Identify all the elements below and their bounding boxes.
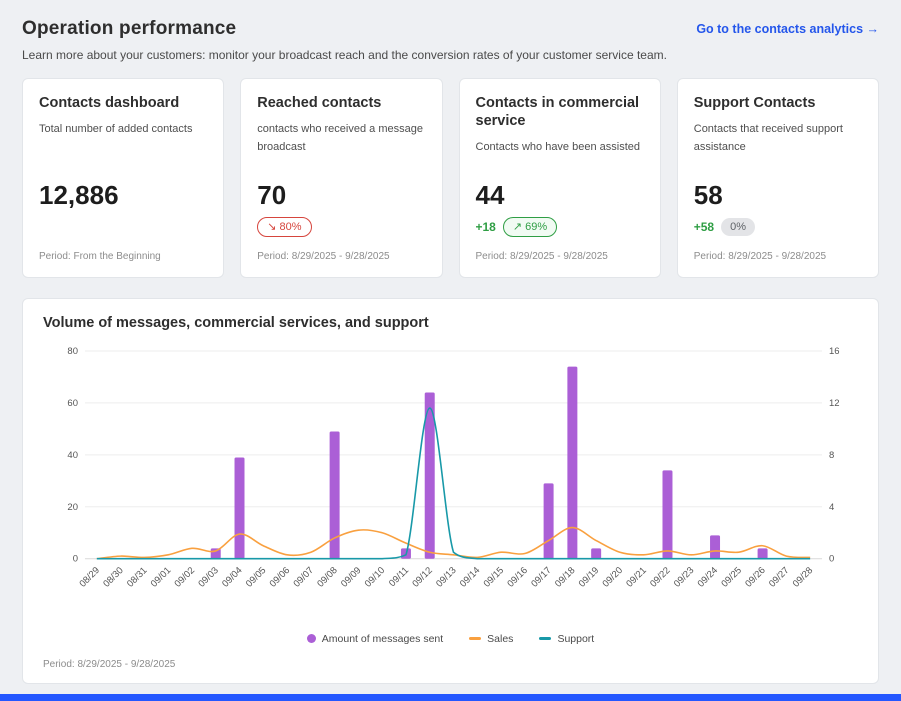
bottom-accent-bar xyxy=(0,694,901,701)
svg-text:09/21: 09/21 xyxy=(624,565,649,590)
svg-text:09/10: 09/10 xyxy=(363,565,388,590)
card-title: Contacts in commercial service xyxy=(475,95,640,130)
badge-row: +18 ↗ 69% xyxy=(476,216,644,238)
svg-text:09/18: 09/18 xyxy=(553,565,578,590)
card-description: Total number of added contacts xyxy=(39,123,193,136)
badge-row: ↘ 80% xyxy=(257,216,425,238)
svg-text:09/04: 09/04 xyxy=(220,565,245,590)
svg-text:08/31: 08/31 xyxy=(125,565,150,590)
svg-text:09/20: 09/20 xyxy=(601,565,626,590)
badge-row xyxy=(39,216,207,238)
svg-text:09/14: 09/14 xyxy=(458,565,483,590)
svg-text:20: 20 xyxy=(67,502,78,513)
card-period-footer: Period: 8/29/2025 - 9/28/2025 xyxy=(257,251,390,262)
card-description: Contacts that received support assistanc… xyxy=(693,123,843,153)
legend-item-messages[interactable]: Amount of messages sent xyxy=(306,632,444,645)
contacts-analytics-link[interactable]: Go to the contacts analytics → xyxy=(696,22,879,36)
card-description: Contacts who have been assisted xyxy=(475,141,641,154)
card-title: Support Contacts xyxy=(693,95,816,111)
card-value: 12,886 xyxy=(39,180,119,211)
svg-text:09/23: 09/23 xyxy=(672,565,697,590)
stat-card-support-contacts: Support Contacts Contacts that received … xyxy=(676,78,879,278)
card-value: 70 xyxy=(257,180,287,211)
stat-card-commercial-service: Contacts in commercial service Contacts … xyxy=(458,78,661,278)
svg-text:80: 80 xyxy=(67,346,78,357)
chart-period-footer: Period: 8/29/2025 - 9/28/2025 xyxy=(43,658,176,670)
legend-item-support[interactable]: Support xyxy=(539,633,594,645)
card-value: 44 xyxy=(475,180,505,211)
svg-text:09/09: 09/09 xyxy=(339,565,364,590)
svg-text:09/24: 09/24 xyxy=(696,565,721,590)
stat-card-contacts-dashboard: Contacts dashboard Total number of added… xyxy=(22,78,225,278)
svg-text:8: 8 xyxy=(829,450,834,461)
operation-performance-page: Operation performance Go to the contacts… xyxy=(22,18,879,684)
card-title: Contacts dashboard xyxy=(39,95,180,111)
positive-trend-badge: ↗ 69% xyxy=(502,216,558,238)
svg-text:40: 40 xyxy=(67,450,78,461)
svg-text:08/29: 08/29 xyxy=(77,565,102,590)
svg-text:09/03: 09/03 xyxy=(196,565,221,590)
svg-text:08/30: 08/30 xyxy=(101,565,126,590)
delta-value: +18 xyxy=(475,220,496,234)
sales-series-marker-icon xyxy=(469,637,482,641)
delta-value: +58 xyxy=(693,220,715,234)
svg-text:09/13: 09/13 xyxy=(434,565,459,590)
card-title: Reached contacts xyxy=(257,95,382,111)
svg-text:09/28: 09/28 xyxy=(791,565,816,590)
svg-text:09/01: 09/01 xyxy=(149,565,174,590)
svg-text:09/22: 09/22 xyxy=(648,565,673,590)
svg-text:09/06: 09/06 xyxy=(268,565,293,590)
svg-text:09/11: 09/11 xyxy=(387,565,411,589)
card-period-footer: Period: 8/29/2025 - 9/28/2025 xyxy=(475,251,608,262)
legend-item-sales[interactable]: Sales xyxy=(469,633,513,645)
legend-label: Amount of messages sent xyxy=(321,632,444,645)
chart-title: Volume of messages, commercial services,… xyxy=(43,315,429,331)
chart-legend: Amount of messages sent Sales Support xyxy=(43,633,858,645)
page-subtitle: Learn more about your customers: monitor… xyxy=(22,48,667,62)
svg-text:09/26: 09/26 xyxy=(743,565,768,590)
svg-text:09/17: 09/17 xyxy=(529,565,554,590)
svg-text:09/08: 09/08 xyxy=(315,565,340,590)
neutral-trend-badge: 0% xyxy=(721,217,756,237)
page-title: Operation performance xyxy=(22,18,237,39)
messages-series-marker-icon xyxy=(306,634,316,644)
legend-label: Support xyxy=(557,632,595,645)
badge-row: +58 0% xyxy=(694,216,862,238)
svg-text:09/07: 09/07 xyxy=(291,565,316,590)
svg-text:0: 0 xyxy=(73,554,78,565)
svg-text:12: 12 xyxy=(829,398,840,409)
volume-chart-card: Volume of messages, commercial services,… xyxy=(22,298,879,684)
svg-text:09/16: 09/16 xyxy=(505,565,530,590)
stat-card-reached-contacts: Reached contacts contacts who received a… xyxy=(240,78,443,278)
stat-cards-row: Contacts dashboard Total number of added… xyxy=(22,78,879,278)
svg-text:09/27: 09/27 xyxy=(767,565,792,590)
svg-text:09/25: 09/25 xyxy=(719,565,744,590)
svg-text:09/12: 09/12 xyxy=(410,565,435,590)
svg-text:09/05: 09/05 xyxy=(244,565,269,590)
negative-trend-badge: ↘ 80% xyxy=(257,216,312,238)
card-period-footer: Period: From the Beginning xyxy=(39,251,161,262)
svg-text:09/02: 09/02 xyxy=(173,565,198,590)
card-period-footer: Period: 8/29/2025 - 9/28/2025 xyxy=(693,251,827,262)
svg-text:09/15: 09/15 xyxy=(482,565,507,590)
svg-text:09/19: 09/19 xyxy=(577,565,602,590)
svg-text:0: 0 xyxy=(829,554,834,565)
card-description: contacts who received a message broadcas… xyxy=(257,123,423,153)
svg-text:4: 4 xyxy=(829,502,834,513)
svg-text:16: 16 xyxy=(829,346,840,357)
legend-label: Sales xyxy=(487,632,514,645)
page-header: Operation performance Go to the contacts… xyxy=(22,18,879,40)
support-series-marker-icon xyxy=(539,637,552,641)
svg-text:60: 60 xyxy=(67,398,78,409)
card-value: 58 xyxy=(693,180,723,211)
